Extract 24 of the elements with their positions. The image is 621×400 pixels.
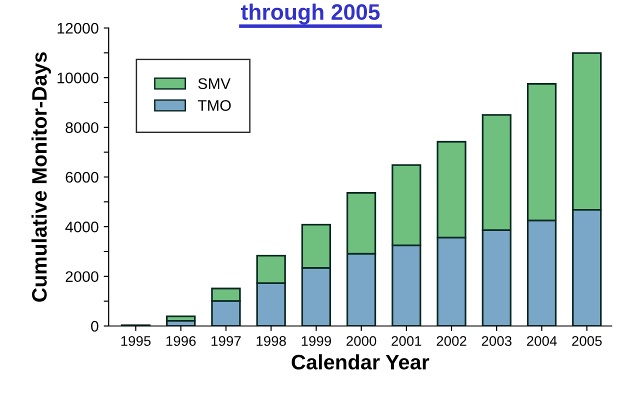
y-axis-title: Cumulative Monitor-Days bbox=[31, 52, 51, 302]
x-tick-label: 2004 bbox=[527, 336, 557, 346]
chart-title: through 2005 bbox=[241, 4, 380, 24]
y-tick-label: 12000 bbox=[58, 22, 98, 34]
legend-label: SMV bbox=[198, 78, 231, 90]
y-tick-label: 10000 bbox=[58, 72, 98, 84]
y-tick-label: 8000 bbox=[66, 122, 98, 134]
bar bbox=[166, 315, 196, 322]
y-tick-label: 0 bbox=[91, 320, 98, 332]
y-tick-label: 2000 bbox=[66, 271, 98, 282]
x-tick-label: 1999 bbox=[302, 336, 331, 346]
x-tick-label: 1995 bbox=[121, 336, 151, 346]
legend-label: TMO bbox=[198, 100, 231, 111]
x-tick-label: 2003 bbox=[482, 336, 512, 346]
x-tick-label: 2002 bbox=[436, 336, 466, 346]
x-tick-label: 2000 bbox=[346, 336, 376, 346]
y-tick-label: 6000 bbox=[66, 172, 98, 183]
x-tick-label: 1997 bbox=[212, 336, 241, 346]
x-tick-label: 1996 bbox=[166, 336, 196, 346]
x-tick-label: 1998 bbox=[256, 336, 286, 346]
y-tick-label: 4000 bbox=[65, 222, 98, 232]
x-axis-title: Calendar Year bbox=[292, 354, 430, 370]
x-tick-label: 2001 bbox=[392, 336, 422, 346]
x-tick-label: 2005 bbox=[572, 336, 602, 346]
